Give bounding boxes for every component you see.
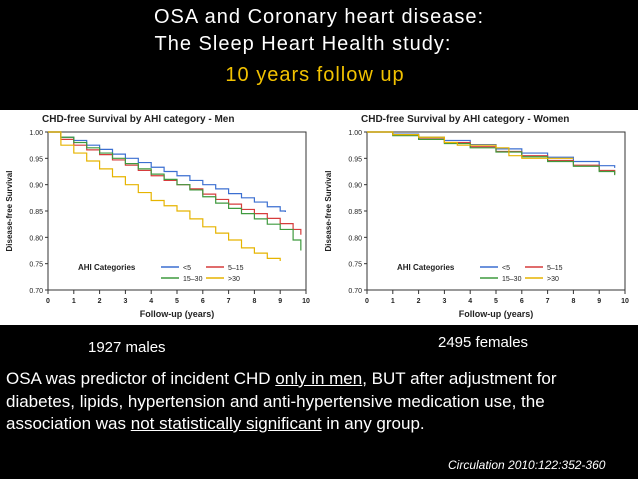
citation: Circulation 2010:122:352-360 [448, 458, 606, 472]
slide-title-line2: The Sleep Heart Health study: [154, 33, 452, 55]
x-tick-label: 10 [621, 298, 629, 305]
x-tick-label: 9 [278, 298, 282, 305]
series-line-1 [367, 131, 616, 175]
conclusion-emphasis-not-significant: not statistically significant [130, 414, 322, 433]
series-line-3 [367, 131, 574, 159]
y-axis-label: Disease-free Survival [5, 171, 14, 252]
x-tick-label: 9 [597, 298, 601, 305]
women-survival-chart: CHD-free Survival by AHI category - Wome… [324, 114, 629, 319]
legend-title: AHI Categories [397, 263, 455, 272]
conclusion-emphasis-men: only in men [275, 369, 363, 388]
series-line-0 [367, 131, 616, 168]
x-tick-label: 1 [391, 298, 395, 305]
series-line-0 [48, 131, 286, 213]
x-tick-label: 0 [365, 298, 369, 305]
x-tick-label: 3 [123, 298, 127, 305]
x-tick-label: 6 [201, 298, 205, 305]
y-tick-label: 1.00 [348, 130, 362, 137]
y-tick-label: 0.75 [29, 262, 43, 269]
y-tick-label: 1.00 [29, 130, 43, 137]
legend-label: 15–30 [502, 276, 522, 283]
x-tick-label: 4 [468, 298, 472, 305]
x-tick-label: 2 [417, 298, 421, 305]
y-tick-label: 0.85 [348, 209, 362, 216]
x-axis-label: Follow-up (years) [140, 309, 215, 319]
series-line-3 [48, 131, 281, 262]
x-tick-label: 10 [302, 298, 310, 305]
y-tick-label: 0.80 [348, 235, 362, 242]
conclusion-text: OSA was predictor of incident CHD only i… [6, 368, 606, 436]
x-axis-label: Follow-up (years) [459, 309, 534, 319]
men-chart-panel: CHD-free Survival by AHI category - Men D… [0, 110, 319, 325]
legend-title: AHI Categories [78, 263, 136, 272]
series-line-2 [367, 131, 616, 176]
y-tick-label: 0.95 [29, 156, 43, 163]
slide-title-line3: 10 years follow up [225, 64, 405, 86]
x-tick-label: 7 [546, 298, 550, 305]
x-tick-label: 3 [442, 298, 446, 305]
y-tick-label: 0.70 [29, 288, 43, 295]
legend-label: <5 [183, 265, 191, 272]
x-tick-label: 4 [149, 298, 153, 305]
legend-label: 5–15 [228, 265, 244, 272]
y-tick-label: 0.70 [348, 288, 362, 295]
y-tick-label: 0.90 [29, 183, 43, 190]
x-tick-label: 2 [98, 298, 102, 305]
legend-label: <5 [502, 265, 510, 272]
x-tick-label: 5 [175, 298, 179, 305]
conclusion-part5: in any group. [321, 414, 425, 433]
y-tick-label: 0.85 [29, 209, 43, 216]
series-line-2 [48, 131, 302, 251]
males-caption: 1927 males [88, 339, 166, 356]
legend-label: 5–15 [547, 265, 563, 272]
legend-label: >30 [547, 276, 559, 283]
chart-title: CHD-free Survival by AHI category - Men [42, 114, 234, 125]
y-axis-label: Disease-free Survival [324, 171, 333, 252]
women-chart-panel: CHD-free Survival by AHI category - Wome… [319, 110, 638, 325]
legend-label: 15–30 [183, 276, 203, 283]
conclusion-part3: , BUT after adjustment for diabetes, lip… [6, 369, 557, 433]
y-tick-label: 0.75 [348, 262, 362, 269]
x-tick-label: 8 [252, 298, 256, 305]
x-tick-label: 1 [72, 298, 76, 305]
legend-label: >30 [228, 276, 240, 283]
slide-title-line1: OSA and Coronary heart disease: [153, 6, 485, 28]
y-tick-label: 0.90 [348, 183, 362, 190]
x-tick-label: 7 [227, 298, 231, 305]
y-tick-label: 0.80 [29, 235, 43, 242]
x-tick-label: 8 [571, 298, 575, 305]
chart-title: CHD-free Survival by AHI category - Wome… [361, 114, 569, 125]
x-tick-label: 6 [520, 298, 524, 305]
y-tick-label: 0.95 [348, 156, 362, 163]
conclusion-part1: OSA was predictor of incident CHD [6, 369, 276, 388]
females-caption: 2495 females [438, 334, 529, 351]
men-survival-chart: CHD-free Survival by AHI category - Men D… [5, 114, 310, 319]
x-tick-label: 5 [494, 298, 498, 305]
x-tick-label: 0 [46, 298, 50, 305]
